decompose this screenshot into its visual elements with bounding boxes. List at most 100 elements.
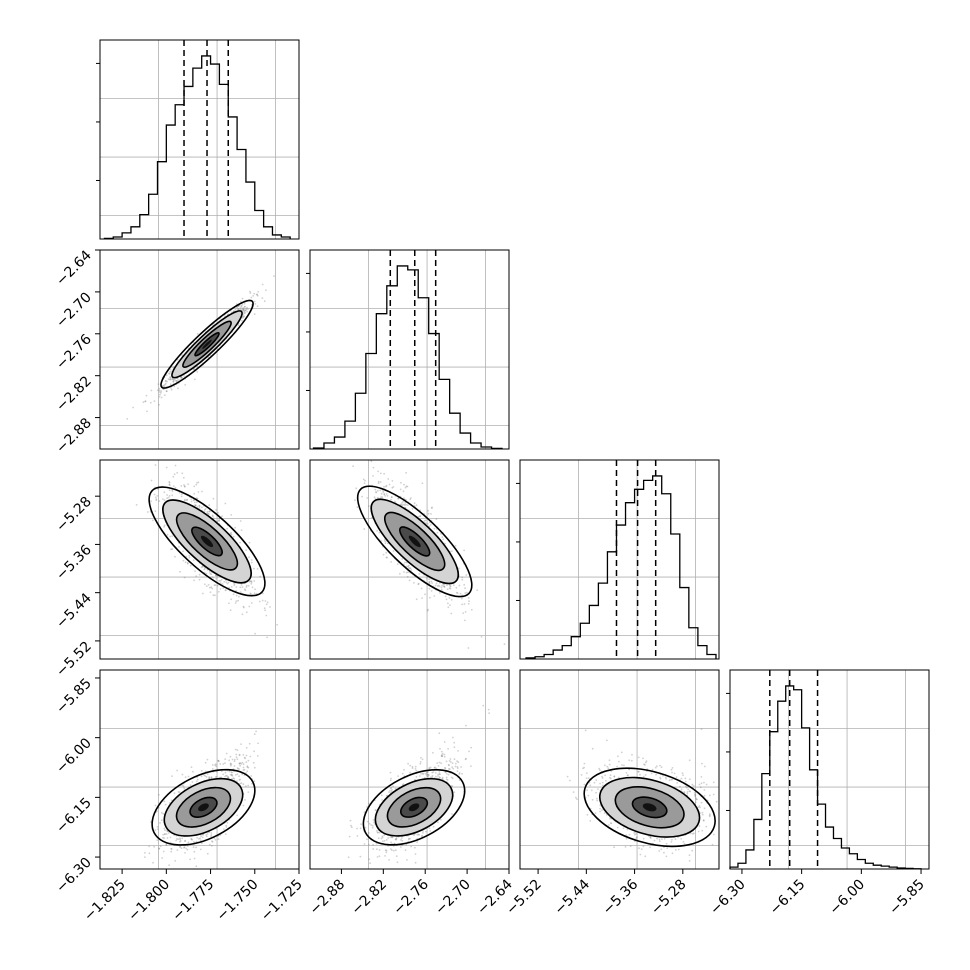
sample-point [224,589,227,592]
sample-point [165,374,168,377]
sample-point [229,755,232,758]
sample-point [150,389,153,392]
sample-point [172,485,175,487]
sample-point [383,472,385,475]
histogram-step [312,265,503,450]
sample-point [245,611,248,614]
sample-point [419,761,422,763]
sample-point [242,605,245,608]
sample-point [248,556,250,559]
sample-point [467,597,470,599]
sample-point [444,595,447,598]
sample-point [235,600,238,602]
sample-point [154,464,157,466]
density-level [200,535,214,548]
sample-point [363,528,366,530]
sample-point [216,584,219,587]
sample-point [242,309,245,312]
sample-point [172,378,175,381]
sample-point [158,389,161,392]
sample-point [245,584,248,587]
sample-point [196,497,199,500]
sample-point [176,769,179,772]
sample-point [192,368,195,371]
sample-point [239,764,242,767]
sample-point [250,561,253,564]
sample-point [153,493,156,496]
sample-point [249,592,252,595]
sample-point [238,762,241,765]
sample-point [240,529,243,531]
sample-point [244,589,247,592]
sample-point [171,378,174,381]
sample-point [409,764,412,767]
sample-point [194,504,196,507]
sample-point [230,586,233,588]
sample-point [164,380,167,382]
sample-point [217,590,220,593]
sample-point [193,850,196,853]
sample-point [236,767,239,769]
density-panel [309,459,510,660]
sample-point [421,482,424,485]
sample-point [193,368,196,370]
sample-point [413,582,415,584]
sample-point [166,380,168,383]
sample-point [205,585,208,587]
sample-point [135,504,138,506]
sample-point [225,589,227,591]
sample-point [165,390,168,393]
sample-point [248,580,251,583]
sample-point [235,586,238,588]
sample-point [198,507,201,509]
sample-point [239,586,242,589]
density-level [202,339,212,349]
sample-point [169,376,172,378]
sample-point [165,466,168,469]
sample-point [250,602,253,604]
sample-point [426,609,429,612]
sample-point [392,486,395,488]
sample-point [177,379,180,381]
sample-point [160,390,163,393]
sample-point [354,499,356,502]
sample-point [201,592,204,595]
sample-point [198,578,201,581]
sample-point [219,582,222,584]
sample-point [253,766,256,769]
sample-point [450,599,453,601]
axes-frame [729,669,930,870]
sample-point [269,606,271,608]
sample-point [178,545,180,548]
sample-point [249,290,251,293]
histogram-panel [726,669,930,870]
sample-point [212,594,215,597]
sample-point [350,826,353,828]
sample-point [144,856,146,858]
sample-point [192,770,194,773]
sample-point [156,495,159,497]
sample-point [234,526,237,529]
sample-point [385,484,388,487]
sample-point [454,765,457,768]
sample-point [255,730,257,733]
sample-point [251,586,254,589]
sample-point [197,481,200,484]
sample-point [219,580,222,582]
sample-point [201,565,204,568]
sample-point [243,312,246,315]
sample-point [220,578,223,581]
density-panel [309,669,510,870]
sample-point [401,772,404,775]
sample-point [385,556,388,559]
sample-point [211,587,214,590]
sample-point [201,506,203,509]
sample-point [242,763,245,766]
sample-point [193,857,196,860]
sample-point [229,609,232,611]
sample-point [253,750,256,753]
sample-point [190,500,193,503]
sample-point [183,485,186,488]
sample-point [225,752,228,755]
sample-point [239,591,242,593]
